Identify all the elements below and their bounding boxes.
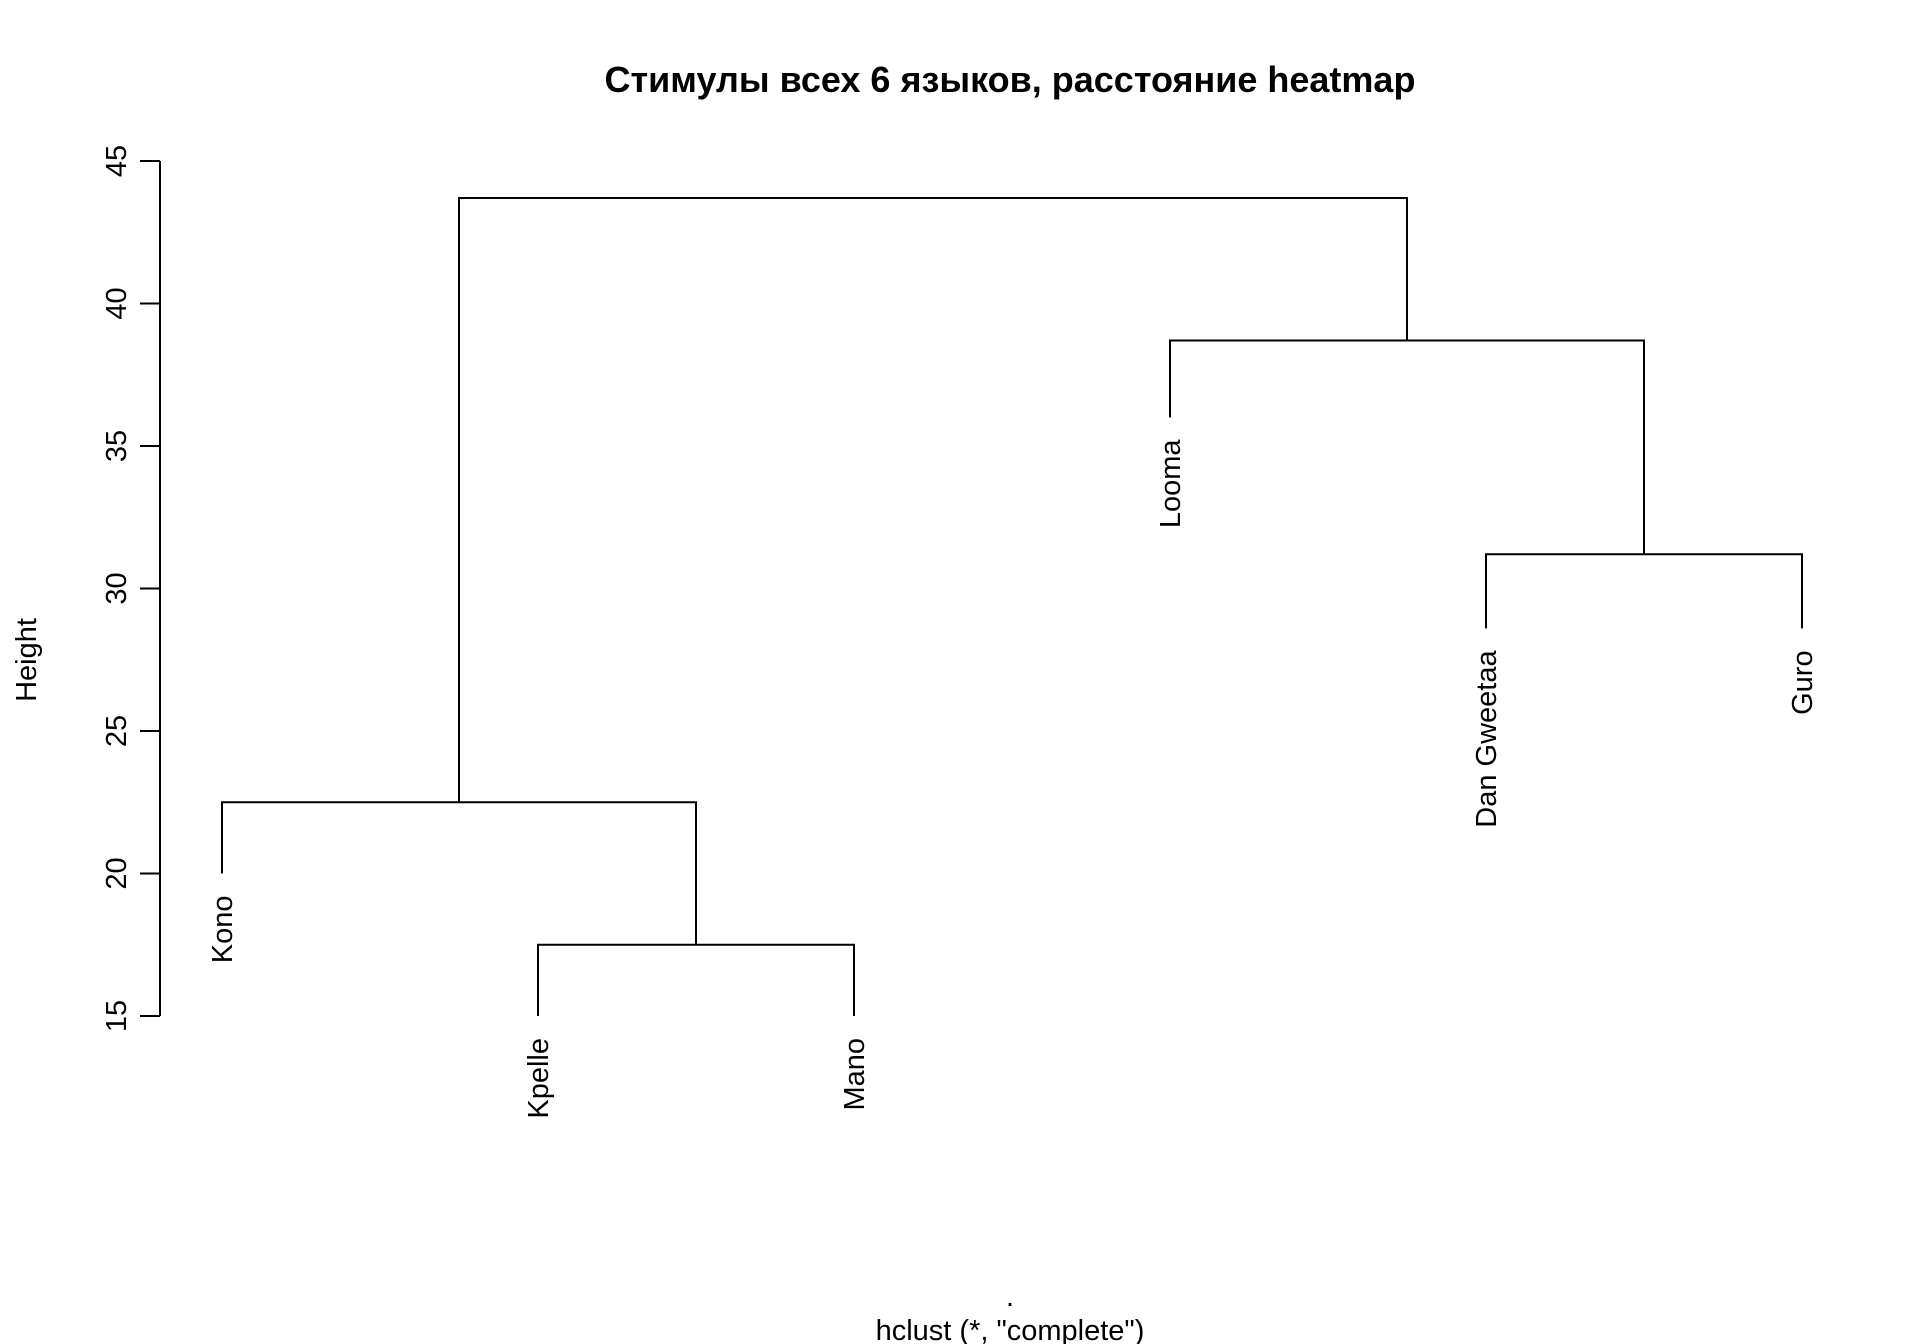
y-axis-label: Height — [11, 618, 43, 702]
dendrogram-branch — [221, 801, 697, 945]
y-tick-label: 30 — [101, 572, 133, 604]
y-tick-label: 45 — [101, 145, 133, 177]
dendrogram-branches — [221, 197, 1803, 1016]
dendrogram-branch — [537, 943, 855, 1016]
leaf-label: Kono — [207, 896, 239, 964]
leaf-label: Mano — [839, 1038, 871, 1111]
y-tick-label: 25 — [101, 715, 133, 747]
y-tick-label: 20 — [101, 857, 133, 889]
y-tick-label: 15 — [101, 1000, 133, 1032]
dendrogram-branch — [458, 197, 1408, 803]
y-tick-label: 35 — [101, 430, 133, 462]
dendrogram-branch — [1485, 553, 1803, 629]
x-axis-label: hclust (*, "complete") — [876, 1315, 1145, 1344]
y-axis: 15 20 25 30 35 40 45 — [101, 145, 161, 1032]
leaf-label: Looma — [1155, 439, 1187, 529]
leaf-labels: Kono Kpelle Mano Looma Dan Gweetaa Guro — [207, 439, 1819, 1119]
chart-title: Стимулы всех 6 языков, расстояние heatma… — [605, 59, 1416, 100]
leaf-label: Kpelle — [523, 1038, 555, 1119]
dendrogram-branch — [1169, 339, 1645, 555]
leaf-label: Dan Gweetaa — [1471, 650, 1503, 828]
leaf-label: Guro — [1787, 650, 1819, 714]
y-tick-label: 40 — [101, 287, 133, 319]
x-axis-dot: . — [1006, 1281, 1014, 1313]
